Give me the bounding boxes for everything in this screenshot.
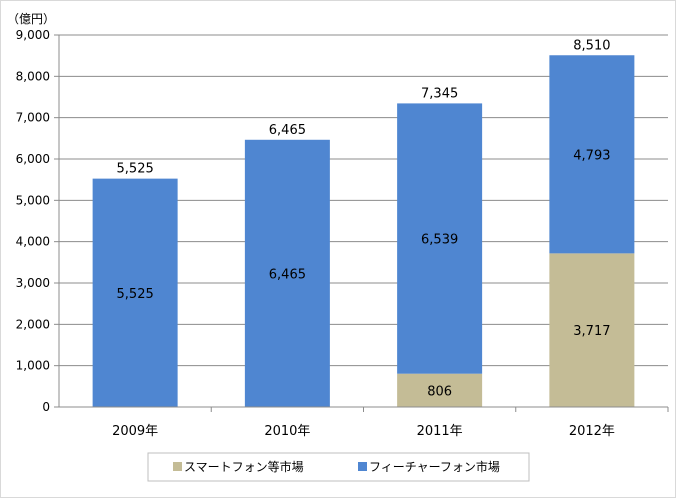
legend: スマートフォン等市場 フィーチャーフォン市場 xyxy=(147,452,530,482)
unit-label: （億円） xyxy=(7,12,55,26)
y-tick-label: 3,000 xyxy=(16,276,50,290)
data-label: 4,793 xyxy=(573,148,610,163)
total-label: 6,465 xyxy=(269,123,306,138)
total-label: 8,510 xyxy=(573,38,610,53)
legend-swatch xyxy=(358,462,367,471)
data-label: 3,717 xyxy=(573,324,610,339)
x-tick-label: 2009年 xyxy=(112,424,158,439)
total-label: 5,525 xyxy=(117,162,154,177)
bar-segment xyxy=(397,103,483,374)
legend-box xyxy=(147,452,530,482)
x-axis-labels: 2009年 2010年 2011年 2012年 xyxy=(112,424,615,439)
data-label: 6,539 xyxy=(421,233,458,248)
bars: 5,525 5,525 6,465 6,465 806 6,539 7,345 3,717 4,… xyxy=(92,38,635,407)
bar-segment xyxy=(549,55,635,254)
y-tick-label: 4,000 xyxy=(16,235,50,249)
y-tick-label: 9,000 xyxy=(16,28,50,42)
y-axis-ticks: 0 1,000 2,000 3,000 4,000 5,000 6,000 7,000 8,00… xyxy=(16,28,59,414)
x-tick-label: 2012年 xyxy=(569,424,615,439)
legend-label: スマートフォン等市場 xyxy=(184,459,304,474)
y-tick-label: 0 xyxy=(42,400,50,414)
total-label: 7,345 xyxy=(421,86,458,101)
axes xyxy=(58,35,669,412)
y-tick-label: 1,000 xyxy=(16,359,50,373)
y-tick-label: 2,000 xyxy=(16,317,50,331)
data-label: 6,465 xyxy=(269,267,306,282)
y-tick-label: 8,000 xyxy=(16,69,50,83)
bar-segment xyxy=(549,253,635,407)
data-label: 5,525 xyxy=(117,287,154,302)
y-tick-label: 7,000 xyxy=(16,111,50,125)
bar-segment xyxy=(92,178,178,407)
y-tick-label: 5,000 xyxy=(16,193,50,207)
bar-segment xyxy=(244,139,330,407)
y-tick-label: 6,000 xyxy=(16,152,50,166)
x-tick-label: 2010年 xyxy=(264,424,310,439)
data-label: 806 xyxy=(427,384,452,399)
x-tick-label: 2011年 xyxy=(417,424,463,439)
bar-segment xyxy=(397,373,483,407)
legend-swatch xyxy=(173,462,182,471)
legend-label: フィーチャーフォン市場 xyxy=(369,459,500,474)
